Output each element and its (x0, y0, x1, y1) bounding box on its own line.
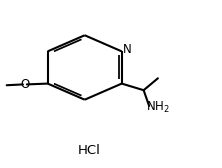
Text: O: O (20, 78, 30, 91)
Text: HCl: HCl (78, 144, 101, 157)
Text: N: N (123, 43, 132, 56)
Text: NH$_2$: NH$_2$ (147, 100, 170, 115)
